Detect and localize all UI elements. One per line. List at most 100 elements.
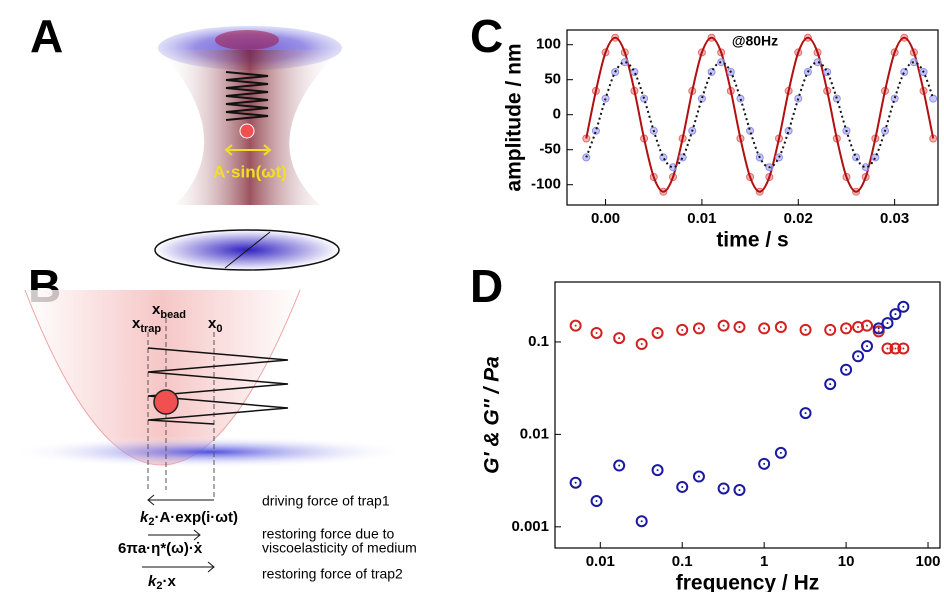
data-point (635, 337, 648, 350)
x-tick-label: 0.02 (784, 210, 813, 227)
data-point-center (763, 327, 766, 330)
data-point-center (866, 324, 869, 327)
data-point (861, 340, 874, 353)
fit-line (585, 36, 935, 193)
data-point (872, 322, 885, 335)
y-axis-label: amplitude / nm (503, 43, 526, 191)
data-point-center (763, 462, 766, 465)
panel-a: A A·sin(ωt) (30, 10, 342, 271)
x-axis-label: time / s (716, 229, 788, 252)
arrow-head (224, 144, 272, 156)
data-point-center (722, 487, 725, 490)
fit-line (585, 61, 935, 169)
data-point (929, 94, 938, 103)
data-point-center (894, 313, 897, 316)
data-point-center (902, 347, 905, 350)
bead (239, 123, 255, 139)
y-tick-label: -50 (539, 141, 561, 158)
lens-line (224, 231, 271, 269)
data-point (676, 323, 689, 336)
data-point-center (640, 520, 643, 523)
ground (10, 436, 410, 468)
data-point (733, 484, 746, 497)
data-point (613, 459, 626, 472)
force-2: 6πa·η*(ω)·ẋ (118, 540, 203, 557)
data-point (784, 126, 793, 135)
data-point (692, 322, 705, 335)
y-tick-label: 0.01 (520, 425, 549, 442)
data-point-center (857, 355, 860, 358)
data-point-center (779, 451, 782, 454)
data-point-center (886, 347, 889, 350)
data-point (881, 317, 894, 330)
data-point-center (640, 342, 643, 345)
data-point (676, 480, 689, 493)
data-point-center (618, 464, 621, 467)
y-tick-label: 100 (536, 36, 561, 53)
data-point-center (894, 347, 897, 350)
spring (225, 71, 269, 121)
data-point (897, 342, 910, 355)
data-point (640, 94, 649, 103)
data-point (861, 319, 874, 332)
data-point (569, 476, 582, 489)
plot-frame (566, 29, 939, 206)
chart: 0.00 0.01 0.02 0.03 -100 -50 0 50 100 time / s amp… (503, 29, 939, 252)
data-point (651, 326, 664, 339)
force-1: k2·A·exp(i·ωt) (140, 509, 238, 528)
data-point (824, 323, 837, 336)
data-point (717, 319, 730, 332)
data-point (758, 322, 771, 335)
data-point (669, 163, 677, 172)
data-point (758, 457, 771, 470)
force-desc: restoring force due to (262, 526, 395, 542)
data-point-center (738, 489, 741, 492)
data-point (746, 126, 755, 135)
data-point (774, 446, 787, 459)
x-tick-label: 100 (916, 553, 941, 570)
panel-label: C (470, 10, 503, 62)
data-point (832, 94, 841, 103)
arrow (148, 529, 201, 541)
data-point (861, 163, 870, 172)
force-desc: driving force of trap1 (262, 493, 390, 509)
data-point (881, 342, 894, 355)
data-point-center (877, 330, 880, 333)
data-point-center (738, 326, 741, 329)
panel-label: D (470, 260, 503, 312)
data-point (871, 153, 880, 162)
data-point (733, 321, 746, 334)
data-point (824, 378, 837, 391)
data-point (897, 300, 910, 313)
data-point (651, 464, 664, 477)
data-point-center (618, 337, 621, 340)
data-point (840, 322, 853, 335)
data-point (717, 58, 726, 67)
data-point (590, 326, 603, 339)
data-point-center (857, 326, 860, 329)
y-tick-label: 0 (553, 106, 561, 123)
data-point-center (779, 326, 782, 329)
beam-core (215, 30, 279, 50)
data-point-center (804, 328, 807, 331)
data-point-center (595, 331, 598, 334)
data-point-center (656, 469, 659, 472)
data-point (692, 470, 705, 483)
data-point (717, 482, 730, 495)
x-tick-label: 0.03 (880, 210, 909, 227)
data-point (569, 319, 582, 332)
data-point (840, 363, 853, 376)
x-tick-label: 0.00 (591, 210, 620, 227)
x-tick-label: 0.1 (672, 553, 693, 570)
plot (582, 33, 938, 196)
data-point (799, 323, 812, 336)
y-tick-label: 0.001 (511, 518, 549, 535)
data-point-center (574, 324, 577, 327)
data-point-center (656, 331, 659, 334)
data-point (799, 407, 812, 420)
y-axis-label: G' & G'' / Pa (481, 356, 504, 474)
bead (153, 389, 179, 415)
data-point (852, 350, 865, 363)
data-point (613, 332, 626, 345)
